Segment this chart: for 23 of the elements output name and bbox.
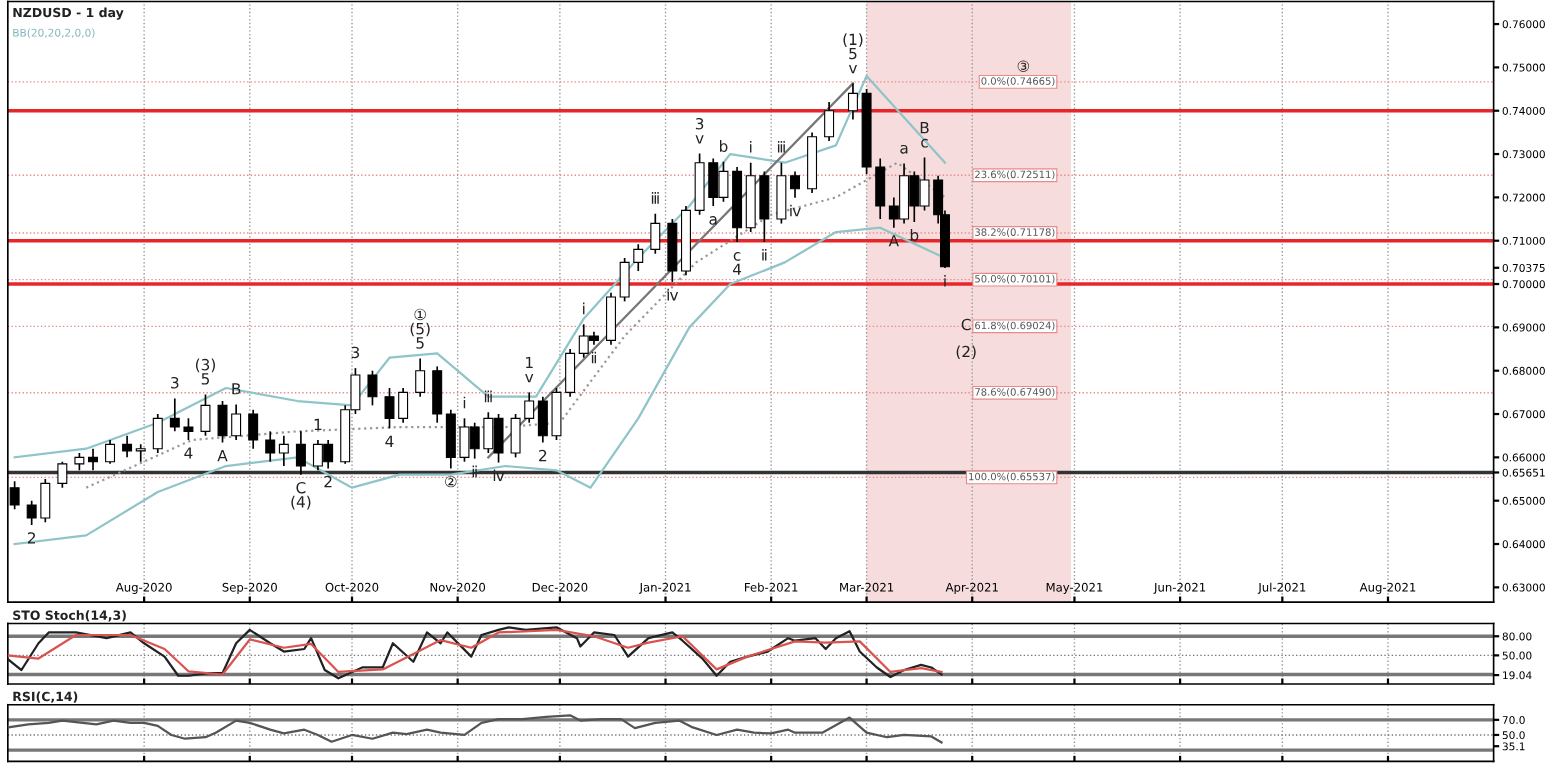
line-series	[13, 74, 947, 459]
candlestick	[295, 430, 306, 476]
candlestick	[847, 82, 858, 121]
candlestick	[432, 365, 443, 424]
candlestick	[824, 101, 835, 142]
candlestick	[135, 443, 146, 463]
candlestick	[606, 291, 616, 346]
candlestick	[200, 393, 211, 437]
candlestick	[278, 434, 289, 467]
candlestick	[650, 213, 661, 255]
candlestick	[57, 460, 68, 489]
candlestick	[122, 434, 133, 459]
candlestick	[265, 430, 276, 463]
candlestick	[105, 439, 116, 465]
candlestick	[790, 170, 801, 199]
line-series	[7, 714, 943, 744]
candlestick	[667, 218, 678, 283]
candlestick	[152, 413, 163, 454]
candlestick	[88, 447, 99, 472]
candlestick	[415, 357, 426, 398]
candlestick	[248, 408, 259, 450]
candlestick	[367, 369, 378, 407]
candlestick	[776, 161, 787, 225]
